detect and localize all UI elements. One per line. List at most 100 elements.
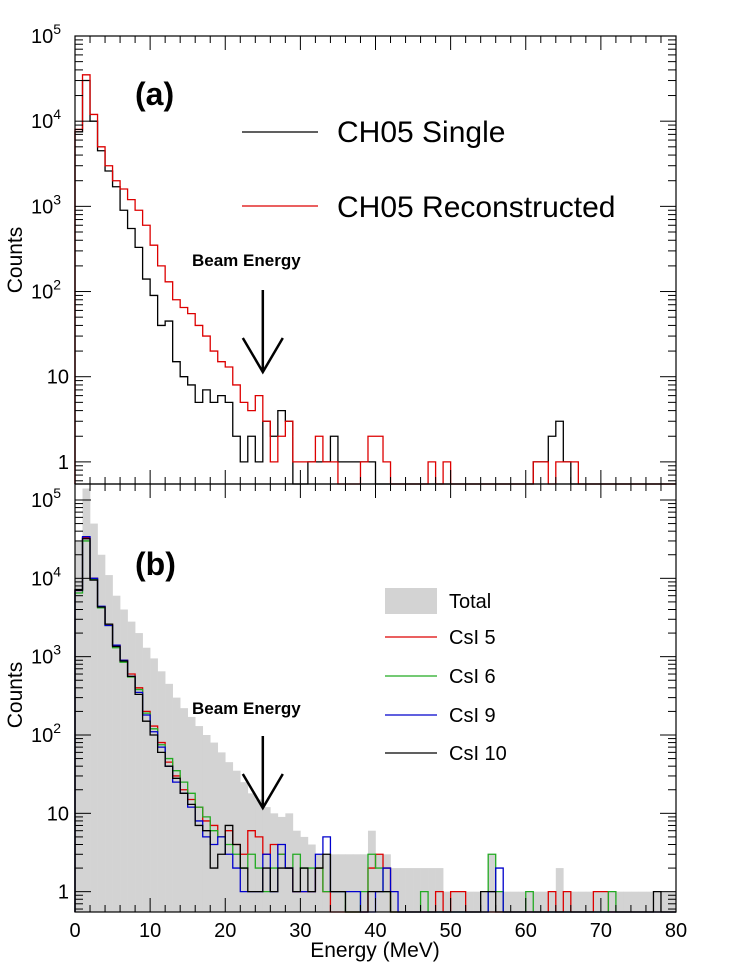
hist-bar-total-74 xyxy=(630,891,639,912)
hist-bar-total-12 xyxy=(165,683,173,912)
hist-bar-total-29 xyxy=(292,830,301,912)
hist-bar-total-14 xyxy=(180,708,188,912)
y-tick-label: 10 xyxy=(47,367,69,389)
panel-a-beam-energy-label: Beam Energy xyxy=(192,251,301,270)
hist-bar-total-64 xyxy=(555,868,564,912)
hist-bar-total-41 xyxy=(383,854,391,912)
hist-bar-total-9 xyxy=(142,647,151,912)
hist-bar-total-3 xyxy=(97,554,106,912)
hist-bar-total-27 xyxy=(277,816,286,912)
hist-bar-total-42 xyxy=(390,868,399,912)
hist-bar-total-68 xyxy=(585,891,594,912)
hist-bar-total-65 xyxy=(563,891,572,912)
hist-bar-total-55 xyxy=(488,854,496,912)
y-tick-label: 10 xyxy=(47,803,69,825)
hist-bar-total-67 xyxy=(578,891,587,912)
legend-entry-csi10: CsI 10 xyxy=(385,743,507,765)
hist-bar-total-28 xyxy=(285,813,294,912)
hist-bar-total-35 xyxy=(337,854,346,912)
hist-bar-total-75 xyxy=(638,891,647,912)
legend-label-csi9: CsI 9 xyxy=(449,705,496,727)
hist-bar-total-23 xyxy=(247,793,256,912)
panel-b-beam-energy-label: Beam Energy xyxy=(192,699,301,718)
hist-bar-total-52 xyxy=(465,891,474,912)
hist-bar-total-17 xyxy=(202,734,211,912)
panel-b-label: (b) xyxy=(135,546,176,582)
y-tick-label: 104 xyxy=(31,106,61,133)
x-tick-label: 40 xyxy=(364,920,386,942)
legend-label-csi10: CsI 10 xyxy=(449,743,507,765)
legend-label-csi6: CsI 6 xyxy=(449,666,496,688)
hist-bar-total-18 xyxy=(210,742,219,912)
hist-bar-total-38 xyxy=(360,854,369,912)
y-tick-label: 104 xyxy=(31,563,61,590)
hist-bar-total-36 xyxy=(345,854,354,912)
y-tick-label: 103 xyxy=(31,191,61,218)
hist-bar-total-57 xyxy=(503,891,512,912)
hist-bar-total-71 xyxy=(608,891,617,912)
legend-entry-csi5: CsI 5 xyxy=(385,627,496,649)
hist-bar-total-48 xyxy=(435,868,444,912)
hist-bar-total-34 xyxy=(330,854,339,912)
hist-bar-total-31 xyxy=(307,844,316,912)
hist-bar-total-37 xyxy=(352,854,361,912)
hist-bar-total-25 xyxy=(262,807,271,912)
hist-bar-total-51 xyxy=(458,891,466,912)
legend-label-ch05-single: CH05 Single xyxy=(337,116,505,149)
x-tick-label: 30 xyxy=(289,920,311,942)
hist-bar-total-69 xyxy=(593,891,602,912)
y-tick-label: 102 xyxy=(31,277,61,304)
hist-bar-total-16 xyxy=(195,726,204,912)
panel-a-ylabel: Counts xyxy=(4,227,27,294)
hist-bar-total-24 xyxy=(255,799,264,912)
x-axis-label: Energy (MeV) xyxy=(310,939,440,962)
legend-entry-csi6: CsI 6 xyxy=(385,666,496,688)
hist-bar-total-6 xyxy=(120,609,128,912)
hist-bar-total-66 xyxy=(570,891,579,912)
hist-bar-total-7 xyxy=(127,621,136,912)
hist-bar-total-56 xyxy=(495,891,504,912)
hist-bar-total-30 xyxy=(300,836,309,912)
hist-bar-total-15 xyxy=(187,716,196,912)
hist-bar-total-62 xyxy=(540,891,549,912)
hist-bar-total-1 xyxy=(82,488,91,912)
panel-a: 1 10 102 103 104 105 (a) Counts Beam Energy C… xyxy=(4,21,677,485)
hist-bar-total-22 xyxy=(240,782,249,912)
hist-bar-total-43 xyxy=(398,868,406,912)
y-tick-label: 105 xyxy=(31,21,61,48)
hist-bar-total-77 xyxy=(653,891,662,912)
hist-bar-total-46 xyxy=(420,868,429,912)
hist-bar-total-58 xyxy=(510,891,519,912)
x-tick-label: 10 xyxy=(139,920,161,942)
x-tick-label: 80 xyxy=(665,920,687,942)
x-tick-label: 60 xyxy=(515,920,537,942)
hist-bar-total-39 xyxy=(367,830,376,912)
hist-bar-total-0 xyxy=(75,540,83,912)
hist-bar-total-53 xyxy=(473,891,481,912)
hist-bar-total-11 xyxy=(157,671,166,912)
hist-bar-total-21 xyxy=(232,770,241,912)
hist-bar-total-79 xyxy=(668,891,677,912)
x-tick-label: 20 xyxy=(214,920,236,942)
legend-entry-total: Total xyxy=(385,588,491,614)
legend-entry-csi9: CsI 9 xyxy=(385,705,496,727)
hist-bar-total-10 xyxy=(150,658,158,912)
panel-a-legend: CH05 Single CH05 Reconstructed xyxy=(242,116,615,224)
panel-b-beam-arrow xyxy=(241,736,284,811)
y-tick-label: 105 xyxy=(31,485,61,512)
legend-entry-ch05-single: CH05 Single xyxy=(242,116,505,149)
legend-label-csi5: CsI 5 xyxy=(449,627,496,649)
hist-bar-total-2 xyxy=(90,523,98,912)
panel-b: 1 10 102 103 104 105 0 10 20 30 40 50 60 70 80 (b) Cou… xyxy=(4,483,687,962)
panel-a-beam-arrow xyxy=(241,290,284,375)
hist-bar-total-26 xyxy=(270,813,279,912)
hist-bar-total-5 xyxy=(112,595,121,912)
hist-bar-total-60 xyxy=(525,891,534,912)
legend-entry-ch05-reconstructed: CH05 Reconstructed xyxy=(242,191,615,224)
panel-a-label: (a) xyxy=(135,76,174,112)
hist-bar-total-73 xyxy=(623,891,632,912)
hist-bar-total-45 xyxy=(413,868,421,912)
y-tick-label: 103 xyxy=(31,642,61,669)
hist-bar-total-61 xyxy=(533,891,542,912)
